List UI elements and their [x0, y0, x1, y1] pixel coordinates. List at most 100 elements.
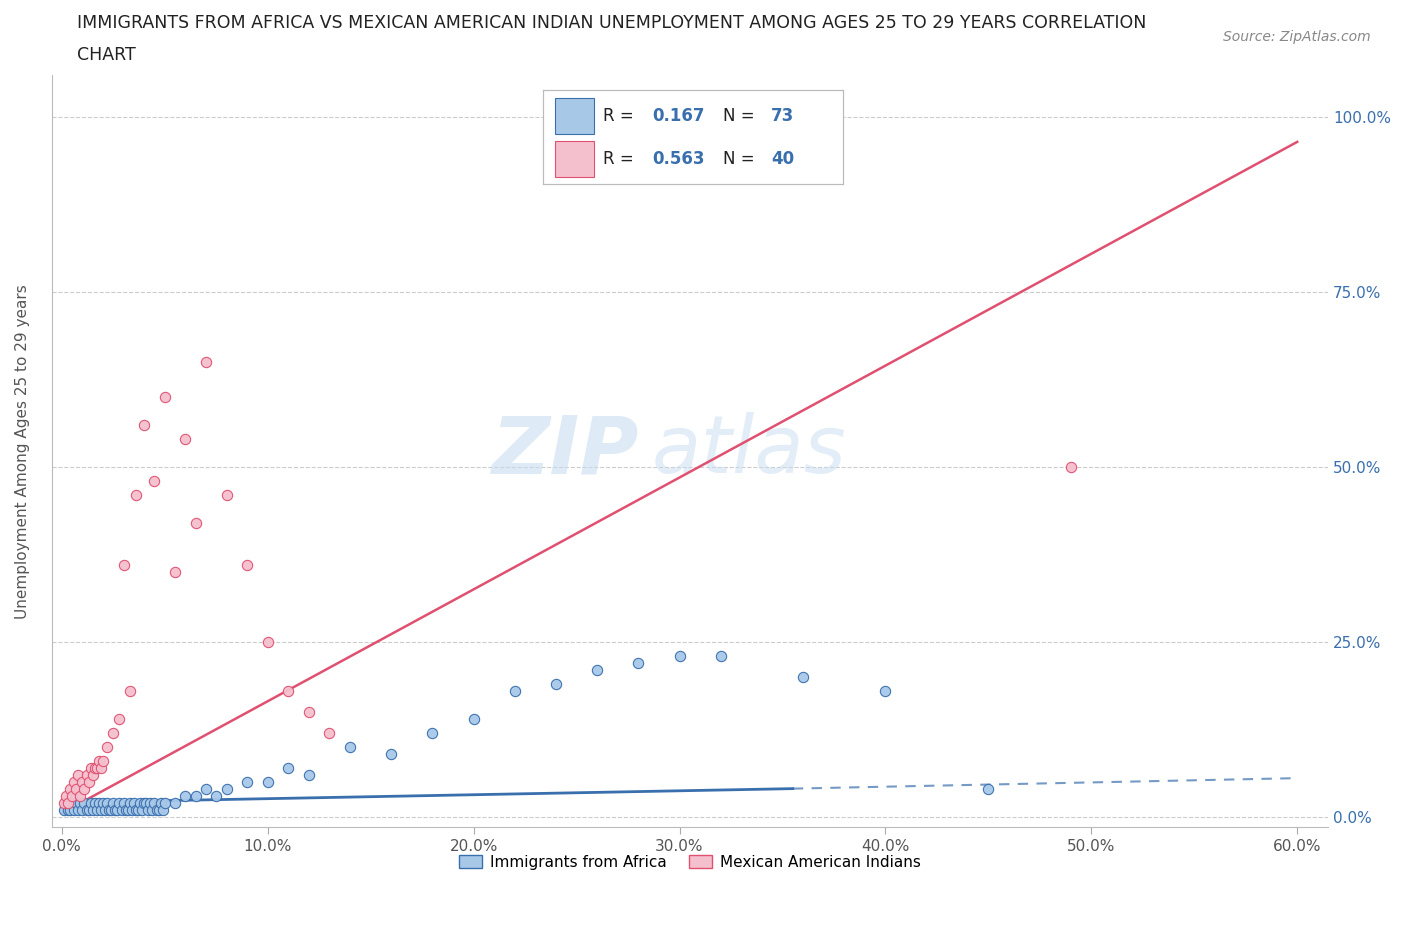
- Point: [59, 781, 82, 796]
- Point: [73, 781, 96, 796]
- Point: [69, 789, 91, 804]
- Point: [174, 789, 197, 804]
- Point: [792, 670, 814, 684]
- Point: [544, 676, 567, 691]
- Point: [103, 725, 125, 740]
- Point: [165, 565, 187, 579]
- Point: [131, 803, 153, 817]
- Point: [67, 803, 90, 817]
- Point: [141, 803, 163, 817]
- Text: atlas: atlas: [651, 412, 846, 490]
- Point: [69, 795, 91, 810]
- Point: [67, 767, 90, 782]
- Point: [710, 648, 733, 663]
- Point: [380, 746, 402, 761]
- Point: [114, 803, 136, 817]
- Point: [100, 803, 122, 817]
- Point: [139, 795, 162, 810]
- Point: [318, 725, 340, 740]
- Point: [110, 803, 132, 817]
- Point: [77, 803, 100, 817]
- Point: [256, 774, 278, 789]
- Point: [118, 684, 141, 698]
- Point: [152, 803, 174, 817]
- Point: [72, 803, 94, 817]
- Point: [236, 557, 259, 572]
- Point: [63, 774, 86, 789]
- Point: [117, 803, 139, 817]
- Point: [76, 767, 98, 782]
- Point: [98, 803, 121, 817]
- Point: [586, 662, 609, 677]
- Point: [153, 390, 176, 405]
- Point: [121, 803, 143, 817]
- Point: [145, 803, 167, 817]
- Point: [194, 354, 217, 369]
- Point: [112, 795, 135, 810]
- Point: [627, 656, 650, 671]
- Point: [298, 767, 321, 782]
- Point: [103, 795, 125, 810]
- Point: [83, 760, 105, 775]
- Point: [76, 803, 98, 817]
- Point: [56, 795, 79, 810]
- Point: [104, 803, 127, 817]
- Legend: Immigrants from Africa, Mexican American Indians: Immigrants from Africa, Mexican American…: [453, 848, 927, 876]
- Point: [73, 795, 96, 810]
- Point: [65, 781, 87, 796]
- Point: [52, 795, 75, 810]
- Point: [55, 795, 77, 810]
- Point: [82, 803, 104, 817]
- Point: [87, 753, 110, 768]
- Point: [96, 795, 118, 810]
- Point: [422, 725, 444, 740]
- Point: [194, 781, 217, 796]
- Point: [205, 789, 228, 804]
- Point: [60, 789, 83, 804]
- Point: [977, 781, 1000, 796]
- Text: Source: ZipAtlas.com: Source: ZipAtlas.com: [1223, 30, 1371, 44]
- Point: [118, 795, 141, 810]
- Point: [503, 684, 526, 698]
- Text: IMMIGRANTS FROM AFRICA VS MEXICAN AMERICAN INDIAN UNEMPLOYMENT AMONG AGES 25 TO : IMMIGRANTS FROM AFRICA VS MEXICAN AMERIC…: [77, 14, 1147, 32]
- Point: [82, 767, 104, 782]
- Point: [86, 803, 108, 817]
- Point: [134, 795, 156, 810]
- Point: [90, 760, 112, 775]
- Point: [463, 711, 485, 726]
- Y-axis label: Unemployment Among Ages 25 to 29 years: Unemployment Among Ages 25 to 29 years: [15, 284, 30, 618]
- Point: [60, 795, 83, 810]
- Text: ZIP: ZIP: [491, 412, 638, 490]
- Point: [277, 760, 299, 775]
- Point: [112, 557, 135, 572]
- Point: [174, 432, 197, 446]
- Point: [56, 803, 79, 817]
- Point: [277, 684, 299, 698]
- Point: [256, 634, 278, 649]
- Point: [63, 803, 86, 817]
- Point: [72, 774, 94, 789]
- Point: [108, 795, 131, 810]
- Point: [215, 781, 238, 796]
- Point: [875, 684, 897, 698]
- Point: [135, 795, 157, 810]
- Point: [79, 760, 101, 775]
- Point: [122, 795, 145, 810]
- Point: [339, 739, 361, 754]
- Point: [143, 473, 166, 488]
- Point: [94, 803, 117, 817]
- Point: [136, 803, 159, 817]
- Point: [65, 795, 87, 810]
- Point: [184, 515, 207, 530]
- Point: [129, 795, 152, 810]
- Point: [90, 803, 112, 817]
- Point: [77, 774, 100, 789]
- Point: [87, 795, 110, 810]
- Point: [55, 789, 77, 804]
- Point: [91, 795, 114, 810]
- Point: [236, 774, 259, 789]
- Point: [125, 487, 148, 502]
- Point: [59, 803, 82, 817]
- Point: [149, 795, 172, 810]
- Point: [153, 795, 176, 810]
